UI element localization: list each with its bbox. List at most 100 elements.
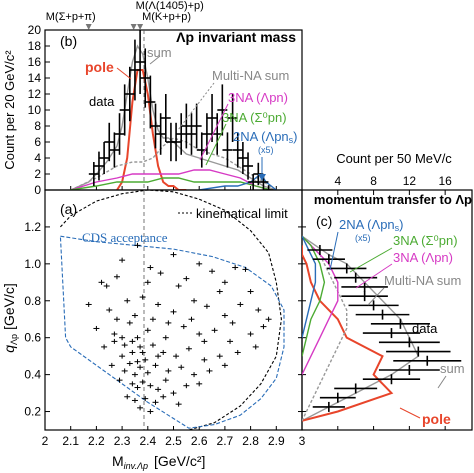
scatter-point [247,331,254,337]
a-y-tick-label: 0.4 [24,368,41,382]
scatter-point [216,289,223,295]
scatter-point [113,316,120,322]
panel-c-label: (c) [316,213,332,229]
c-legend-3na-lpn: 3NA (Λpn) [393,250,453,265]
y-title-unit: [GeV/c] [1,283,17,330]
scatter-point [131,397,138,403]
scatter-point [175,401,182,407]
panel-a-y-title: qΛp [GeV/c] [1,283,19,353]
c-legend-pole: pole [422,411,451,427]
scatter-point [170,252,177,258]
legend-3na-lpn: 3NA (Λpn) [228,90,288,105]
scatter-point [227,338,234,344]
scatter-point [149,342,156,348]
panel-a-boundaries [59,190,285,430]
scatter-point [134,335,141,341]
a-x-tick-label: 3 [299,434,306,448]
scatter-point [111,331,118,337]
scatter-point [162,377,169,383]
scatter-point [139,294,146,300]
x-title-main: M [112,453,124,469]
scatter-point [196,261,203,267]
scatter-point [119,257,126,263]
b-y-tick-label: 14 [28,71,42,85]
svg-text:qΛp[GeV/c]: qΛp [GeV/c] [1,283,19,353]
scatter-point [196,331,203,337]
scatter-point [131,372,138,378]
scatter-point [234,349,241,355]
legend-2na-x5: (x5) [258,145,274,155]
b-y-tick-label: 10 [28,103,42,117]
c-2na-leader [329,231,339,271]
legend-2na-lpns: 2NA (Λpns) [233,129,298,145]
scatter-point [160,349,167,355]
panel-a-y-ticks: 0.2 0.4 0.6 0.8 1.0 1.2 [24,220,302,419]
legend-pole: pole [85,59,114,75]
panel-c-x-ticks: 4 8 12 16 [302,174,452,430]
kinematical-limit-label: kinematical limit [196,206,288,221]
scatter-point [175,283,182,289]
panel-a-scatter: 0.2 0.4 0.6 0.8 1.0 1.2 2 2.1 2.2 2.3 2.4 2.5 2.6 2.… [1,189,306,471]
scatter-point [162,335,169,341]
scatter-point [124,298,131,304]
scatter-point [134,242,141,248]
b-curve-multi-na-sum [70,137,277,190]
scatter-point [201,338,208,344]
panel-b-y-ticks: 0 2 4 6 8 10 12 14 16 18 20 [28,23,50,197]
scatter-point [155,353,162,359]
scatter-point [124,394,131,400]
scatter-point [232,265,239,271]
a-y-tick-label: 0.6 [24,331,41,345]
scatter-point [191,372,198,378]
legend-sum: sum [147,45,172,60]
legend-3na-s0pn: 3NA (Σ⁰pn) [222,110,287,125]
scatter-point [121,368,128,374]
b-y-tick-label: 20 [28,23,42,37]
scatter-point [126,320,133,326]
c-3na-lpn-leader [355,263,393,289]
scatter-point [170,309,177,315]
scatter-point [142,396,149,402]
scatter-point [242,266,249,272]
scatter-point [116,377,123,383]
a-x-tick-label: 2.6 [191,434,208,448]
scatter-point [216,353,223,359]
multi-na-leader [177,82,215,131]
scatter-point [137,405,144,411]
scatter-point [147,265,154,271]
threshold-label-1: M(Σ+p+π) [46,11,96,23]
panel-c-series [302,235,462,422]
scatter-point [85,301,92,307]
scatter-point [137,344,144,350]
scatter-point [93,325,100,331]
c-x-tick-label: 16 [438,174,452,188]
scatter-point [106,307,113,313]
c-multi-na-leader [367,287,385,306]
scatter-point [121,342,128,348]
panel-c-frame [301,189,473,431]
scatter-point [134,359,141,365]
scatter-point [165,368,172,374]
scatter-point [129,338,136,344]
threshold-marker [85,24,92,30]
scatter-point [139,379,146,385]
a-y-tick-label: 1.2 [24,220,41,234]
scatter-point [119,335,126,341]
scatter-point [165,320,172,326]
x-title-unit: [GeV/c²] [154,453,205,469]
scatter-point [152,399,159,405]
scatter-point [144,327,151,333]
scatter-point [203,303,210,309]
3na-lpn-leader [199,103,229,161]
b-y-tick-label: 0 [34,183,41,197]
scatter-point [180,324,187,330]
b-y-tick-label: 16 [28,55,42,69]
panel-a-x-ticks: 2 2.1 2.2 2.3 2.4 2.5 2.6 2.7 2.8 2.9 3 [42,434,306,448]
a-x-tick-label: 2 [42,434,49,448]
threshold-marker [130,24,137,30]
a-x-tick-label: 2.3 [114,434,131,448]
scatter-point [101,344,108,350]
panel-b-title: Λp invariant mass [176,29,296,45]
scatter-point [129,349,136,355]
cds-acceptance-curve [59,235,285,429]
